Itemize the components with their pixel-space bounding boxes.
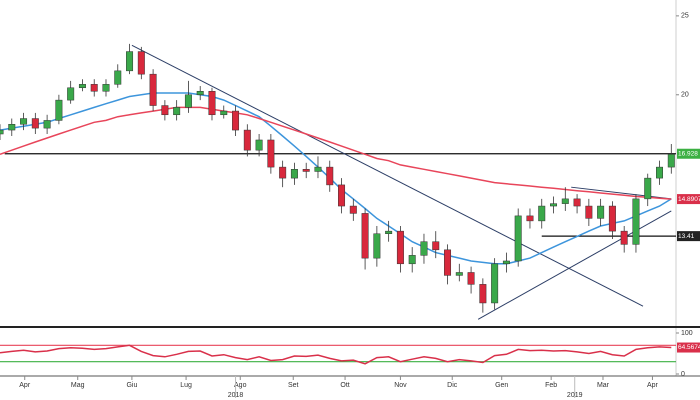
x-tick-label: Apr	[647, 382, 659, 389]
year-label: 2019	[567, 392, 583, 399]
candle-body	[538, 205, 546, 222]
candle-body	[114, 70, 122, 85]
x-tick-label: Nov	[394, 382, 407, 389]
y-tick-label: 0	[681, 371, 685, 378]
candle-body	[491, 263, 499, 304]
series-line	[0, 92, 672, 265]
candle-body	[55, 99, 63, 121]
series-line	[0, 106, 672, 200]
y-tick-label: 20	[681, 92, 689, 99]
candle-body	[161, 105, 169, 116]
candle-body	[90, 84, 98, 92]
y-tick-label: 25	[681, 13, 689, 20]
candle-body	[173, 107, 181, 116]
axis-marker	[677, 194, 700, 205]
candle-body	[0, 129, 4, 135]
x-tick-label: Feb	[545, 382, 557, 389]
x-tick-label: Gen	[495, 382, 508, 389]
x-tick-label: Mag	[71, 382, 85, 389]
candle-body	[78, 84, 86, 89]
candle-body	[208, 91, 216, 116]
series-line	[0, 344, 672, 365]
candle-body	[550, 203, 558, 207]
year-label: 2018	[228, 392, 244, 399]
candle-body	[455, 272, 463, 276]
candle-body	[396, 230, 404, 265]
candle-body	[479, 284, 487, 304]
y-tick-label: 100	[681, 330, 693, 337]
candle-body	[526, 215, 534, 222]
x-tick-label: Ott	[340, 382, 349, 389]
candle-body	[573, 198, 581, 207]
candle-body	[385, 230, 393, 235]
candle-body	[20, 118, 28, 125]
x-tick-label: Lug	[180, 382, 192, 389]
axis-marker-label: 64.5674	[678, 344, 700, 351]
axis-marker	[677, 148, 700, 159]
x-tick-label: Mar	[597, 382, 610, 389]
candle-body	[644, 177, 652, 200]
candle-body	[585, 205, 593, 219]
candle-body	[184, 94, 192, 108]
candle-body	[608, 205, 616, 232]
candle-body	[467, 272, 475, 285]
candle-body	[408, 255, 416, 265]
candle-body	[279, 166, 287, 179]
candle-body	[667, 154, 675, 168]
x-tick-label: Apr	[19, 382, 31, 389]
x-tick-label: Giu	[126, 382, 137, 389]
candle-body	[290, 169, 298, 179]
candle-body	[349, 205, 357, 214]
candle-body	[326, 166, 334, 186]
candle-body	[67, 87, 75, 101]
axis-marker-label: 14.8907	[678, 196, 700, 203]
candle-body	[514, 215, 522, 262]
candle-body	[561, 198, 569, 204]
candle-body	[43, 120, 51, 129]
axis-marker-label: 13.41	[678, 233, 695, 240]
trendline	[131, 44, 644, 307]
candle-body	[432, 241, 440, 251]
candle-body	[102, 84, 110, 92]
candle-body	[31, 118, 39, 129]
x-tick-label: Dic	[447, 382, 458, 389]
axis-marker-label: 16.928	[678, 150, 698, 157]
axis-marker	[677, 342, 700, 353]
candle-body	[361, 213, 369, 259]
x-tick-label: Ago	[234, 382, 247, 389]
trendline	[571, 186, 672, 200]
candle-body	[502, 260, 510, 265]
axis-marker	[677, 231, 700, 242]
candle-body	[632, 198, 640, 245]
candle-body	[196, 91, 204, 96]
candle-body	[373, 233, 381, 259]
candle-body	[137, 51, 145, 75]
candle-body	[314, 166, 322, 172]
candle-body	[656, 166, 664, 179]
candle-body	[597, 205, 605, 219]
candle-body	[302, 169, 310, 172]
x-tick-label: Set	[288, 382, 299, 389]
candle-body	[149, 73, 157, 106]
candle-body	[420, 241, 428, 256]
candle-body	[243, 129, 251, 151]
candle-body	[8, 124, 16, 131]
candle-body	[126, 51, 134, 72]
candle-body	[444, 249, 452, 276]
candle-body	[255, 139, 263, 151]
candle-body	[220, 110, 228, 116]
candle-body	[620, 230, 628, 245]
candle-body	[232, 110, 240, 131]
candle-body	[267, 139, 275, 168]
candle-body	[338, 184, 346, 207]
